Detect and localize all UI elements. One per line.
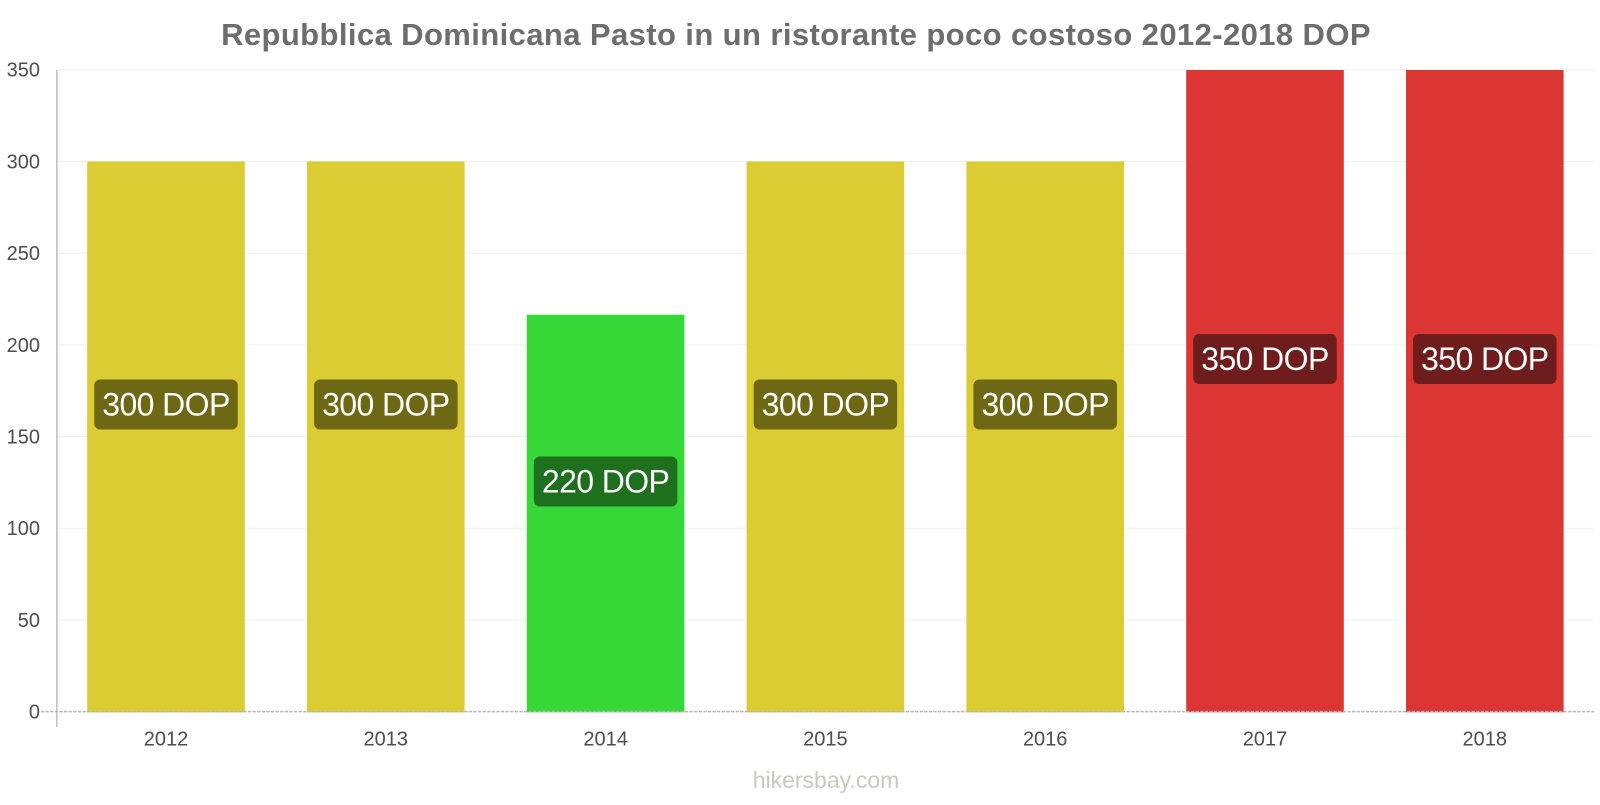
svg-text:2018: 2018	[1463, 729, 1508, 751]
svg-text:2012: 2012	[144, 729, 189, 751]
svg-text:Repubblica Dominicana Pasto in: Repubblica Dominicana Pasto in un ristor…	[221, 17, 1371, 52]
svg-text:300 DOP: 300 DOP	[981, 386, 1108, 422]
svg-text:350 DOP: 350 DOP	[1201, 341, 1328, 377]
svg-text:220 DOP: 220 DOP	[542, 463, 669, 499]
svg-text:300 DOP: 300 DOP	[322, 386, 449, 422]
svg-text:50: 50	[18, 610, 40, 632]
svg-text:350: 350	[7, 60, 40, 82]
svg-text:2015: 2015	[803, 729, 848, 751]
svg-text:2016: 2016	[1023, 729, 1068, 751]
svg-text:300 DOP: 300 DOP	[762, 386, 889, 422]
svg-text:300 DOP: 300 DOP	[102, 386, 229, 422]
svg-text:150: 150	[7, 427, 40, 449]
svg-text:0: 0	[29, 702, 40, 724]
svg-text:2014: 2014	[583, 729, 628, 751]
svg-text:200: 200	[7, 335, 40, 357]
svg-text:hikersbay.com: hikersbay.com	[753, 767, 900, 793]
svg-text:250: 250	[7, 243, 40, 265]
svg-text:350 DOP: 350 DOP	[1421, 341, 1548, 377]
svg-text:100: 100	[7, 518, 40, 540]
svg-text:2017: 2017	[1243, 729, 1288, 751]
svg-text:300: 300	[7, 151, 40, 173]
svg-text:2013: 2013	[364, 729, 409, 751]
